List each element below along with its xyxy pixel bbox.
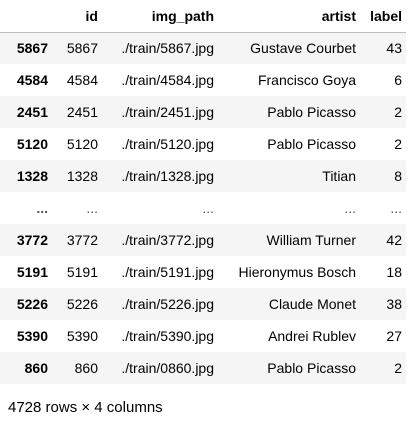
row-index: 5390 [16, 328, 48, 344]
header-row: id img_path artist label [0, 0, 406, 33]
row-index: 5191 [16, 264, 48, 280]
cell-id: 5390 [66, 328, 98, 344]
cell-img-path: ./train/2451.jpg [121, 104, 214, 120]
table-row: 5120 5120 ./train/5120.jpg Pablo Picasso… [0, 128, 406, 160]
column-header-img-path: img_path [102, 0, 218, 33]
table-body: 5867 5867 ./train/5867.jpg Gustave Courb… [0, 32, 406, 384]
cell-img-path: ./train/0860.jpg [121, 360, 214, 376]
cell-id: 3772 [66, 232, 98, 248]
ellipsis-row: ... ... ... ... ... [0, 192, 406, 224]
cell-artist: Claude Monet [268, 296, 356, 312]
table-row: 1328 1328 ./train/1328.jpg Titian 8 [0, 160, 406, 192]
cell-label: 42 [386, 232, 402, 248]
table-row: 860 860 ./train/0860.jpg Pablo Picasso 2 [0, 352, 406, 384]
cell-img-path: ./train/5191.jpg [121, 264, 214, 280]
column-header-artist: artist [218, 0, 360, 33]
cell-artist: Francisco Goya [257, 72, 356, 88]
table-row: 5390 5390 ./train/5390.jpg Andrei Rublev… [0, 320, 406, 352]
dataframe-shape-summary: 4728 rows × 4 columns [8, 399, 163, 416]
cell-img-path: ./train/5120.jpg [121, 136, 214, 152]
cell-img-path: ./train/3772.jpg [121, 232, 214, 248]
cell-img-path: ./train/1328.jpg [121, 168, 214, 184]
cell-id: 5226 [66, 296, 98, 312]
cell-artist: Gustave Courbet [250, 40, 356, 57]
cell-id: 5867 [66, 40, 98, 57]
cell-artist: Pablo Picasso [267, 104, 356, 120]
cell-label: 38 [386, 296, 402, 312]
row-index: 2451 [16, 104, 48, 120]
table-row: 5191 5191 ./train/5191.jpg Hieronymus Bo… [0, 256, 406, 288]
row-index: 860 [24, 360, 48, 376]
cell-img-path: ./train/4584.jpg [121, 72, 214, 88]
table-row: 3772 3772 ./train/3772.jpg William Turne… [0, 224, 406, 256]
cell-id: 2451 [66, 104, 98, 120]
cell-img-path: ./train/5867.jpg [121, 40, 214, 57]
cell-img-path: ./train/5226.jpg [121, 296, 214, 312]
row-index: 5226 [16, 296, 48, 312]
dataframe-table: id img_path artist label 5867 5867 ./tra… [0, 0, 406, 384]
row-index: 3772 [16, 232, 48, 248]
cell-artist: Andrei Rublev [268, 328, 356, 344]
cell-label: 8 [394, 168, 402, 184]
row-index: 5120 [16, 136, 48, 152]
row-index: 5867 [16, 40, 48, 57]
index-header [0, 0, 52, 33]
cell-id: 1328 [66, 168, 98, 184]
cell-id: 4584 [66, 72, 98, 88]
table-row: 2451 2451 ./train/2451.jpg Pablo Picasso… [0, 96, 406, 128]
cell-label: 43 [386, 40, 402, 57]
cell-artist: William Turner [266, 232, 356, 248]
cell-id: 860 [74, 360, 98, 376]
table-row: 4584 4584 ./train/4584.jpg Francisco Goy… [0, 64, 406, 96]
row-index: 4584 [16, 72, 48, 88]
cell-img-path: ./train/5390.jpg [121, 328, 214, 344]
column-header-label: label [360, 0, 406, 33]
cell-artist: Pablo Picasso [267, 136, 356, 152]
cell-img-path: ... [202, 200, 214, 216]
table-row: 5867 5867 ./train/5867.jpg Gustave Courb… [0, 32, 406, 64]
table-header: id img_path artist label [0, 0, 406, 33]
cell-label: 18 [386, 264, 402, 280]
cell-artist: Pablo Picasso [267, 360, 356, 376]
row-index: ... [36, 200, 48, 216]
cell-id: ... [86, 200, 98, 216]
cell-artist: Hieronymus Bosch [238, 264, 357, 280]
cell-label: 2 [394, 360, 402, 376]
table-row: 5226 5226 ./train/5226.jpg Claude Monet … [0, 288, 406, 320]
cell-id: 5191 [66, 264, 98, 280]
cell-id: 5120 [66, 136, 98, 152]
cell-artist: Titian [322, 168, 356, 184]
row-index: 1328 [16, 168, 48, 184]
cell-label: 27 [386, 328, 402, 344]
column-header-id: id [52, 0, 102, 33]
cell-label: 6 [394, 72, 402, 88]
cell-label: 2 [394, 136, 402, 152]
cell-label: 2 [394, 104, 402, 120]
cell-artist: ... [344, 200, 356, 216]
cell-label: ... [390, 200, 402, 216]
